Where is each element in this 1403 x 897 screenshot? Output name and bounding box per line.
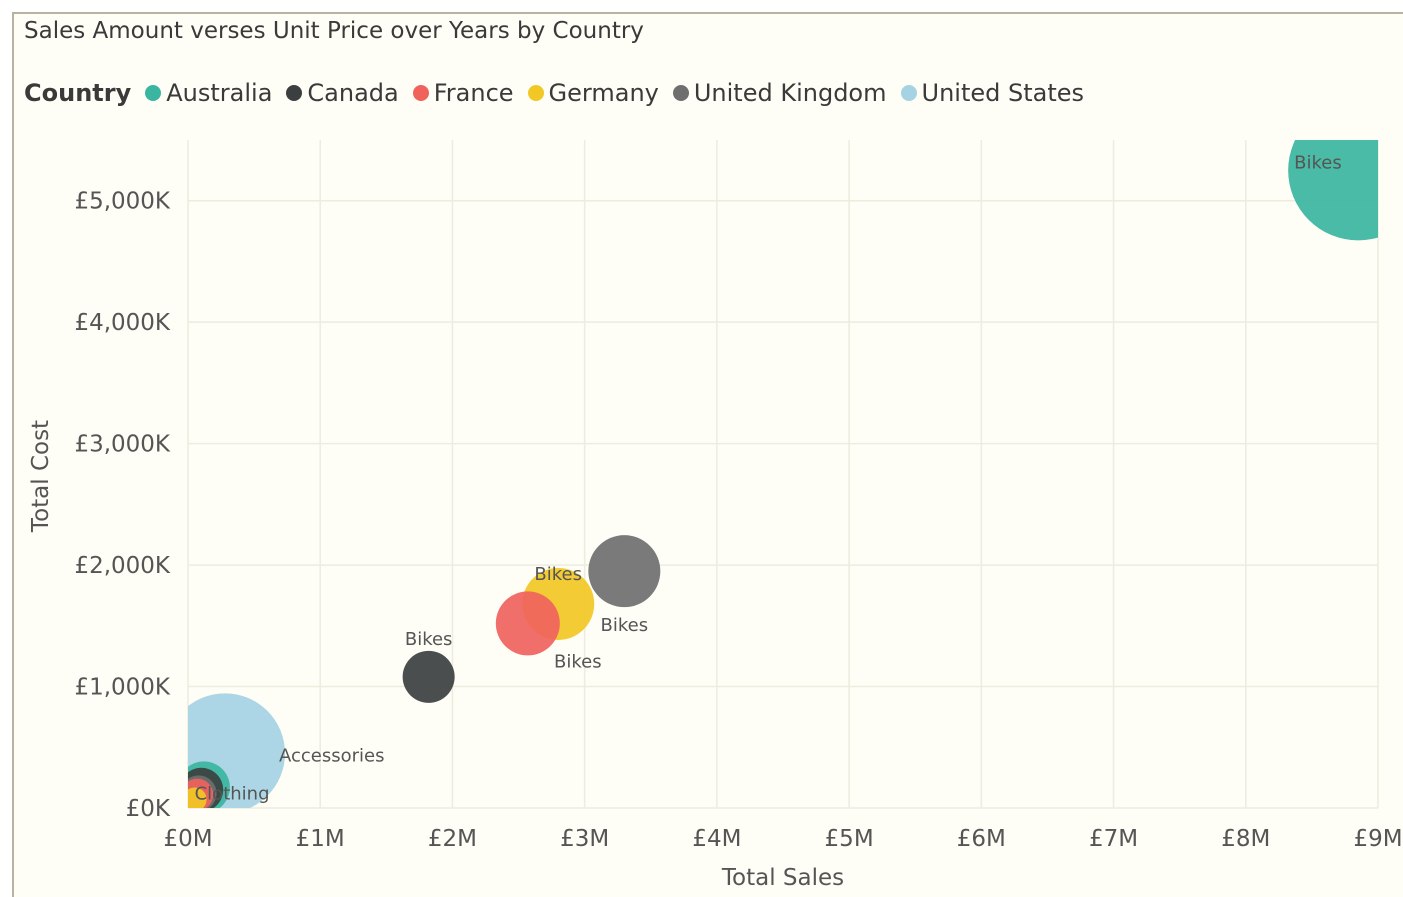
y-tick-label: £4,000K: [74, 310, 170, 336]
legend-label: United Kingdom: [693, 79, 887, 107]
x-tick-label: £8M: [1221, 826, 1270, 852]
x-tick-label: £5M: [825, 826, 874, 852]
y-tick-label: £3,000K: [74, 432, 170, 458]
legend-item[interactable]: Australia: [145, 79, 272, 107]
legend-item[interactable]: Germany: [527, 79, 659, 107]
x-tick-label: £0M: [163, 826, 212, 852]
x-axis-title: Total Sales: [721, 865, 844, 891]
legend-marker: [286, 85, 303, 101]
bubble-label: Bikes: [601, 615, 649, 636]
legend-label: Australia: [166, 79, 273, 107]
point-labels: Bikes Accessories Bikes Bikes Bikes Bikes Clot…: [195, 152, 1342, 804]
bubble-united-kingdom[interactable]: [588, 535, 661, 608]
y-tick-label: £2,000K: [74, 553, 170, 579]
y-tick-labels: £0K £1,000K £2,000K £3,000K £4,000K £5,000K: [74, 189, 170, 822]
x-tick-label: £2M: [428, 826, 477, 852]
bubbles: [183, 100, 1403, 811]
bubble-canada[interactable]: [402, 650, 455, 703]
y-axis-title: Total Cost: [28, 420, 54, 533]
legend-marker: [527, 85, 544, 101]
legend-marker: [900, 85, 917, 101]
bubble-australia[interactable]: [1288, 100, 1403, 241]
x-tick-label: £7M: [1089, 826, 1138, 852]
legend-item[interactable]: United States: [900, 79, 1085, 107]
y-tick-label: £5,000K: [74, 189, 170, 215]
legend-label: Germany: [548, 79, 659, 107]
x-tick-label: £3M: [560, 826, 609, 852]
x-tick-label: £6M: [957, 826, 1006, 852]
bubble-label: Bikes: [1294, 152, 1342, 173]
x-tick-label: £1M: [296, 826, 345, 852]
legend-label: United States: [921, 79, 1085, 107]
bubble-label: Accessories: [279, 745, 385, 766]
legend-marker: [672, 85, 689, 101]
legend-label: France: [433, 79, 514, 107]
bubble-label: Bikes: [554, 651, 602, 672]
legend-marker: [145, 85, 162, 101]
legend-marker: [412, 85, 429, 101]
legend: Country Australia Canada France Germany Unit…: [24, 78, 1098, 108]
bubble-label: Bikes: [405, 629, 453, 650]
legend-item[interactable]: Canada: [286, 79, 399, 107]
x-tick-label: £4M: [692, 826, 741, 852]
y-tick-label: £0K: [126, 796, 171, 822]
legend-label: Canada: [307, 79, 399, 107]
chart-title: Sales Amount verses Unit Price over Year…: [24, 18, 644, 44]
bubble-label: Bikes: [534, 564, 582, 585]
x-tick-label: £9M: [1353, 826, 1402, 852]
bubble-germany[interactable]: [183, 787, 207, 811]
legend-title: Country: [24, 79, 132, 107]
x-tick-labels: £0M £1M £2M £3M £4M £5M £6M £7M £8M £9M: [163, 826, 1402, 852]
bubble-label: Clothing: [195, 783, 270, 804]
legend-item[interactable]: France: [412, 79, 514, 107]
legend-item[interactable]: United Kingdom: [672, 79, 887, 107]
y-tick-label: £1,000K: [74, 675, 170, 701]
gridlines: [187, 140, 1379, 809]
bubble-france[interactable]: [495, 591, 560, 656]
